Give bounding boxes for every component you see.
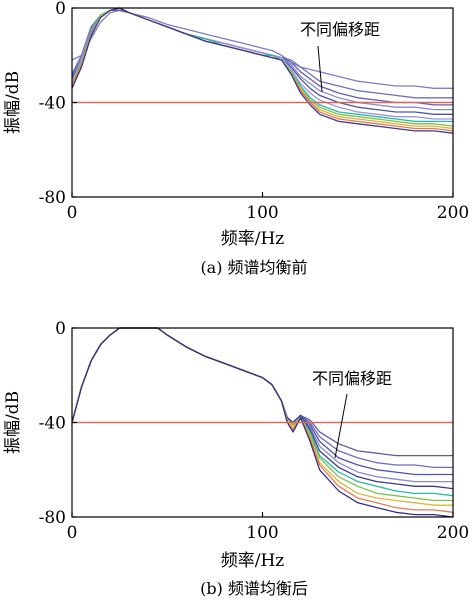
- x-axis-label: 频率/Hz: [221, 551, 285, 571]
- panel-a: 0 -40 -80 0 100 200 频率/Hz 振幅/dB 不同偏移距 (a…: [3, 0, 469, 277]
- series-line-5: [71, 7, 453, 115]
- series-line-4: [71, 327, 453, 483]
- y-tick-label-top: 0: [55, 319, 66, 339]
- series-line-2: [71, 9, 453, 99]
- series-line-3: [71, 327, 453, 476]
- series-line-7: [71, 327, 453, 502]
- panel-caption: (a) 频谱均衡前: [200, 258, 307, 277]
- x-axis-label: 频率/Hz: [221, 229, 285, 249]
- y-tick-label-bottom: -80: [39, 508, 66, 528]
- x-tick-label-mid: 100: [246, 523, 278, 543]
- series-line-7: [71, 7, 453, 123]
- x-tick-label-right: 200: [437, 203, 469, 223]
- annotation-leader-line: [334, 393, 348, 459]
- series-line-9: [71, 327, 454, 513]
- offset-annotation: 不同偏移距: [312, 369, 392, 388]
- series-line-2: [71, 327, 453, 469]
- x-tick-label-right: 200: [437, 523, 469, 543]
- series-line-8: [71, 7, 454, 127]
- panel-caption: (b) 频谱均衡后: [200, 579, 308, 598]
- series-line-3: [71, 9, 453, 106]
- y-tick-label-mid: -40: [39, 94, 66, 114]
- annotation-leader-line: [317, 45, 323, 93]
- series-line-9: [71, 7, 454, 130]
- series-line-11: [71, 7, 454, 134]
- series-line-1: [71, 9, 453, 89]
- series-line-4: [71, 7, 453, 111]
- y-axis-label: 振幅/dB: [3, 71, 23, 134]
- y-tick-label-bottom: -80: [39, 188, 66, 208]
- series-line-1: [71, 327, 453, 457]
- x-tick-label-left: 0: [67, 203, 78, 223]
- series-line-10: [71, 327, 454, 518]
- offset-annotation: 不同偏移距: [300, 20, 380, 39]
- x-tick-label-mid: 100: [246, 203, 278, 223]
- y-tick-label-mid: -40: [39, 414, 66, 434]
- panel-b: 0 -40 -80 0 100 200 频率/Hz 振幅/dB 不同偏移距 (b…: [3, 319, 469, 598]
- y-tick-label-top: 0: [55, 0, 66, 19]
- y-axis-label: 振幅/dB: [3, 391, 23, 454]
- x-tick-label-left: 0: [67, 523, 78, 543]
- series-line-6: [71, 327, 454, 497]
